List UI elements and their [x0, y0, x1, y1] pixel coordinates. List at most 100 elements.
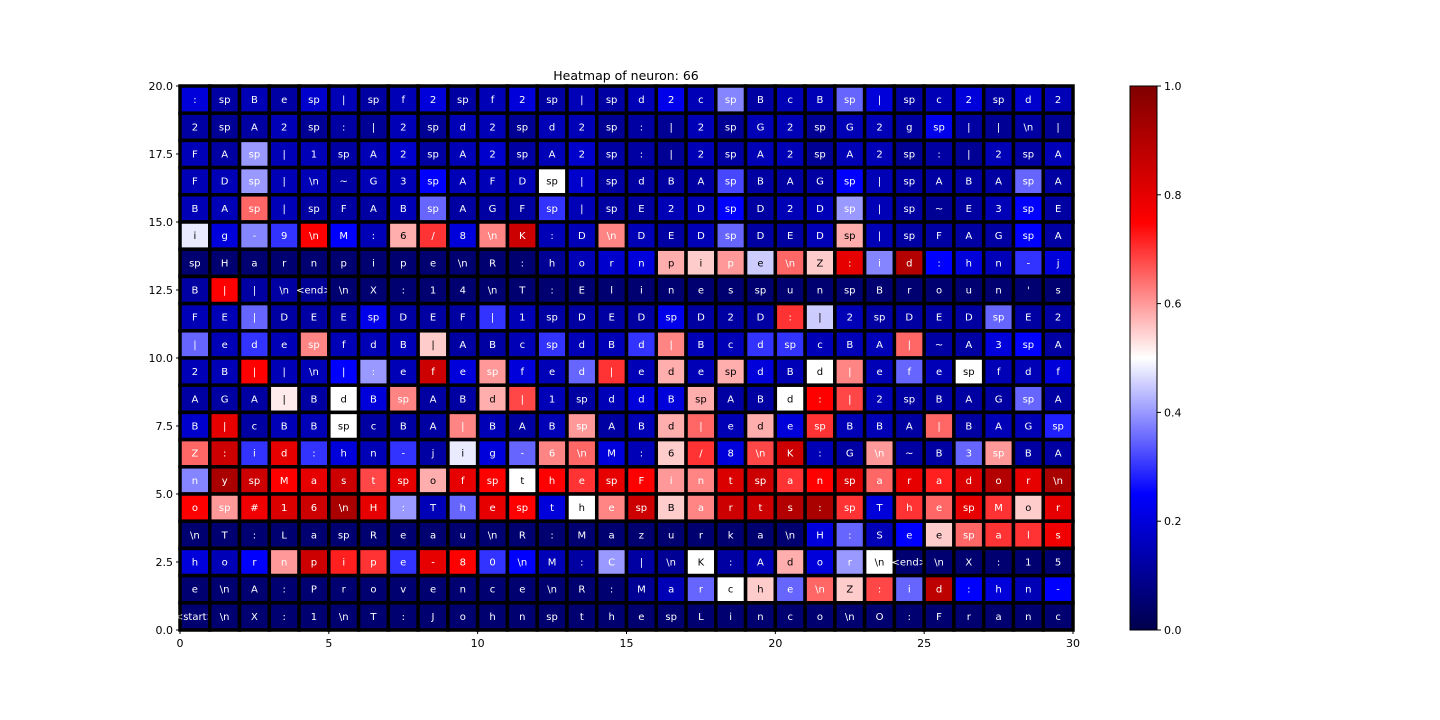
- cell-label: 8: [727, 449, 733, 460]
- cell-label: |: [967, 150, 970, 161]
- cell-label: sp: [1023, 231, 1035, 242]
- cell-label: ~: [905, 449, 913, 460]
- cell-label: L: [281, 530, 287, 541]
- heatmap-cell: [952, 437, 986, 469]
- cell-label: :: [789, 313, 792, 324]
- cell-label: \n: [875, 558, 885, 569]
- cell-label: a: [996, 612, 1002, 623]
- cell-label: 1: [311, 612, 317, 623]
- heatmap-cell: [833, 465, 867, 496]
- cell-label: A: [846, 150, 853, 161]
- heatmap-cell: [386, 356, 420, 387]
- heatmap-cell: [714, 492, 748, 523]
- cell-label: F: [192, 150, 198, 161]
- cell-label: d: [638, 95, 644, 106]
- heatmap-cell: [356, 383, 391, 415]
- cell-label: |: [878, 204, 881, 215]
- cell-label: A: [965, 340, 972, 351]
- x-tick-label: 20: [768, 637, 782, 650]
- colorbar-axis: 0.0 0.2 0.4 0.6 0.8 1.0: [1157, 80, 1182, 637]
- cell-label: 2: [430, 95, 436, 106]
- cell-label: \n: [875, 449, 885, 460]
- cell-label: A: [1055, 449, 1062, 460]
- cell-label: e: [519, 585, 525, 596]
- cell-label: g: [221, 231, 227, 242]
- cell-label: \n: [458, 258, 468, 269]
- cell-label: r: [610, 258, 615, 269]
- cell-label: f: [342, 340, 346, 351]
- cell-label: d: [638, 340, 644, 351]
- cell-label: sp: [546, 95, 558, 106]
- cell-label: sp: [427, 177, 439, 188]
- cell-label: sp: [844, 204, 856, 215]
- cell-label: t: [520, 476, 524, 487]
- cell-label: A: [965, 394, 972, 405]
- cell-label: B: [638, 422, 645, 433]
- cell-label: /: [699, 449, 703, 460]
- heatmap-cell: [416, 356, 450, 387]
- cell-label: E: [579, 286, 585, 297]
- cell-label: A: [459, 177, 466, 188]
- heatmap-cell: [922, 383, 956, 415]
- cell-label: 3: [400, 177, 406, 188]
- cell-label: D: [757, 313, 765, 324]
- cell-label: sp: [1052, 422, 1064, 433]
- cell-label: c: [728, 340, 734, 351]
- cell-label: B: [936, 394, 943, 405]
- cell-label: A: [906, 422, 913, 433]
- heatmap-cell: [535, 601, 569, 632]
- cell-label: G: [846, 122, 854, 133]
- cell-label: sp: [249, 204, 261, 215]
- cell-label: n: [995, 286, 1001, 297]
- heatmap-cell: [892, 465, 926, 496]
- cell-label: 1: [281, 503, 287, 514]
- cell-label: r: [967, 612, 972, 623]
- heatmap-cell: [386, 165, 420, 197]
- cell-label: i: [908, 585, 911, 596]
- cell-label: p: [370, 558, 376, 569]
- heatmap-cell: [535, 383, 569, 415]
- cell-label: |: [580, 177, 583, 188]
- cell-label: sp: [397, 394, 409, 405]
- cell-label: e: [549, 367, 555, 378]
- cell-label: |: [282, 204, 285, 215]
- cell-label: o: [996, 476, 1002, 487]
- cell-label: |: [253, 313, 256, 324]
- cell-label: e: [222, 340, 228, 351]
- cell-label: A: [430, 422, 437, 433]
- cell-label: :: [372, 231, 375, 242]
- cell-label: A: [370, 204, 377, 215]
- cell-label: sp: [963, 503, 975, 514]
- cell-label: 2: [1055, 313, 1061, 324]
- cell-label: a: [996, 530, 1002, 541]
- cell-label: B: [757, 177, 764, 188]
- cell-label: D: [399, 313, 407, 324]
- cell-label: |: [997, 122, 1000, 133]
- heatmap-cell: [624, 111, 659, 143]
- cell-label: 2: [579, 122, 585, 133]
- cell-label: \n: [756, 449, 766, 460]
- heatmap-cell: [386, 193, 420, 224]
- cell-label: E: [787, 231, 793, 242]
- y-axis: 0.0 2.5 5.0 7.5 10.0 12.5 15.0 17.5 20.0: [149, 80, 180, 637]
- cell-label: sp: [368, 95, 380, 106]
- cell-label: r: [342, 585, 347, 596]
- cell-label: |: [282, 150, 285, 161]
- cell-label: -: [401, 449, 405, 460]
- cell-label: d: [1025, 95, 1031, 106]
- cell-label: :: [312, 449, 315, 460]
- cell-label: :: [550, 530, 553, 541]
- cell-label: c: [1055, 612, 1061, 623]
- cell-label: F: [639, 476, 645, 487]
- cell-label: A: [221, 150, 228, 161]
- cell-label: B: [400, 422, 407, 433]
- cell-label: \n: [488, 231, 498, 242]
- cell-label: 1: [1025, 558, 1031, 569]
- cell-label: |: [580, 204, 583, 215]
- cell-label: \n: [517, 558, 527, 569]
- cell-label: sp: [546, 612, 558, 623]
- cell-label: D: [965, 313, 973, 324]
- heatmap-cell: [386, 84, 420, 115]
- cell-label: A: [757, 150, 764, 161]
- cell-label: \n: [1053, 476, 1063, 487]
